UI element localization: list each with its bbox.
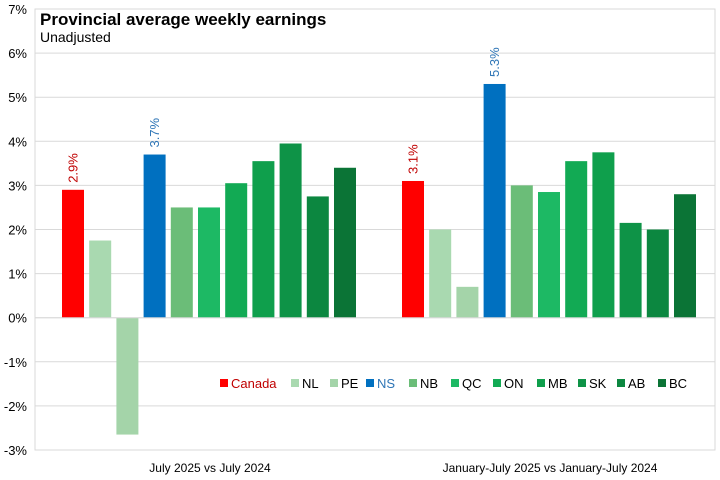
legend-swatch-ns [366, 379, 374, 387]
legend-swatch-bc [658, 379, 666, 387]
chart-subtitle: Unadjusted [40, 29, 111, 45]
y-tick-label: -1% [4, 355, 28, 370]
bar-nl-1 [89, 240, 112, 318]
bar-sk-1 [279, 143, 302, 318]
bar-pe-2 [456, 286, 479, 318]
bar-bc-1 [334, 167, 356, 318]
legend-swatch-pe [330, 379, 338, 387]
bar-on-1 [225, 183, 248, 318]
legend-label-nl: NL [302, 376, 319, 391]
bar-nb-1 [170, 207, 193, 318]
y-tick-label: 1% [8, 267, 27, 282]
y-tick-label: -3% [4, 443, 28, 458]
legend-swatch-nl [291, 379, 299, 387]
bar-nb-2 [510, 185, 533, 318]
bar-ns-1 [143, 154, 166, 318]
legend-swatch-on [493, 379, 501, 387]
legend-label-canada: Canada [231, 376, 277, 391]
y-tick-label: 6% [8, 46, 27, 61]
legend-label-mb: MB [548, 376, 568, 391]
bar-pe-1 [116, 317, 139, 435]
y-tick-label: 4% [8, 134, 27, 149]
bar-on-2 [565, 161, 588, 318]
bar-mb-1 [252, 161, 275, 318]
y-tick-label: 5% [8, 90, 27, 105]
legend-label-bc: BC [669, 376, 687, 391]
legend-swatch-sk [578, 379, 586, 387]
data-label-canada: 3.1% [406, 144, 421, 174]
legend-label-qc: QC [462, 376, 482, 391]
bar-qc-1 [198, 207, 220, 318]
legend-swatch-ab [617, 379, 625, 387]
legend-label-sk: SK [589, 376, 607, 391]
bar-qc-2 [538, 192, 560, 318]
y-tick-label: -2% [4, 399, 28, 414]
y-tick-label: 0% [8, 311, 27, 326]
bar-canada-1 [62, 189, 84, 318]
legend-label-ab: AB [628, 376, 645, 391]
bar-mb-2 [592, 152, 615, 318]
legend-label-nb: NB [420, 376, 438, 391]
bar-ab-1 [306, 196, 329, 318]
bar-ab-2 [646, 229, 669, 318]
data-label-canada: 2.9% [66, 153, 81, 183]
category-label: January-July 2025 vs January-July 2024 [443, 461, 658, 475]
y-tick-label: 7% [8, 2, 27, 17]
legend-swatch-qc [451, 379, 459, 387]
legend-label-ns: NS [377, 376, 395, 391]
legend-label-on: ON [504, 376, 524, 391]
data-label-ns: 3.7% [147, 117, 162, 147]
category-label: July 2025 vs July 2024 [149, 461, 271, 475]
legend-swatch-canada [220, 379, 228, 387]
legend-swatch-mb [537, 379, 545, 387]
legend-label-pe: PE [341, 376, 359, 391]
bar-ns-2 [483, 83, 506, 318]
y-tick-label: 3% [8, 178, 27, 193]
bar-canada-2 [402, 180, 424, 318]
bar-sk-2 [619, 222, 642, 318]
data-label-ns: 5.3% [487, 47, 502, 77]
legend-swatch-nb [409, 379, 417, 387]
y-tick-label: 2% [8, 223, 27, 238]
bar-nl-2 [429, 229, 452, 318]
bar-bc-2 [674, 194, 696, 318]
chart-title: Provincial average weekly earnings [40, 10, 327, 29]
